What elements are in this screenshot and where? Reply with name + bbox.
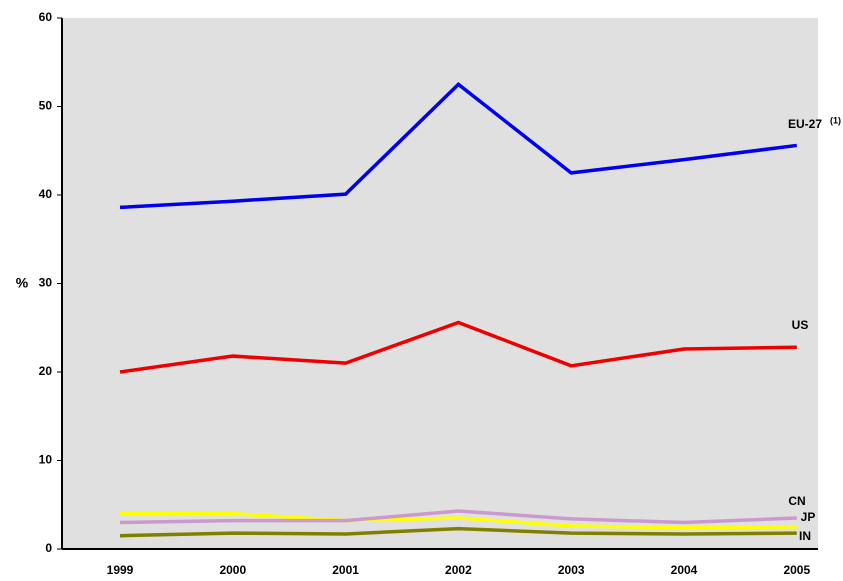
y-axis-label: % <box>16 275 29 291</box>
y-tick-label: 30 <box>39 276 53 290</box>
series-line <box>119 82 798 210</box>
x-tick-label: 2004 <box>671 563 698 577</box>
y-tick-label: 20 <box>39 364 53 378</box>
series-line <box>119 526 797 538</box>
plot-area <box>62 18 818 549</box>
series-label: US <box>792 318 809 332</box>
y-tick-label: 40 <box>39 187 53 201</box>
x-tick-label: 2002 <box>445 563 472 577</box>
x-tick-label: 2003 <box>558 563 585 577</box>
x-tick-label: 2001 <box>332 563 359 577</box>
y-tick-label: 10 <box>39 453 53 467</box>
x-tick-label: 2000 <box>219 563 246 577</box>
series-label: EU-27 <box>788 117 822 131</box>
y-tick-label: 60 <box>39 10 53 24</box>
y-tick-label: 0 <box>45 541 52 555</box>
y-tick-label: 50 <box>39 99 53 113</box>
series-label: JP <box>801 510 816 524</box>
series-label: IN <box>799 529 811 543</box>
series-line <box>119 320 797 374</box>
series-line <box>120 511 797 530</box>
x-tick-label: 1999 <box>107 563 134 577</box>
series-line <box>119 509 797 525</box>
x-tick-label: 2005 <box>783 563 810 577</box>
series-label: CN <box>788 494 805 508</box>
series-note: (1) <box>830 115 841 125</box>
